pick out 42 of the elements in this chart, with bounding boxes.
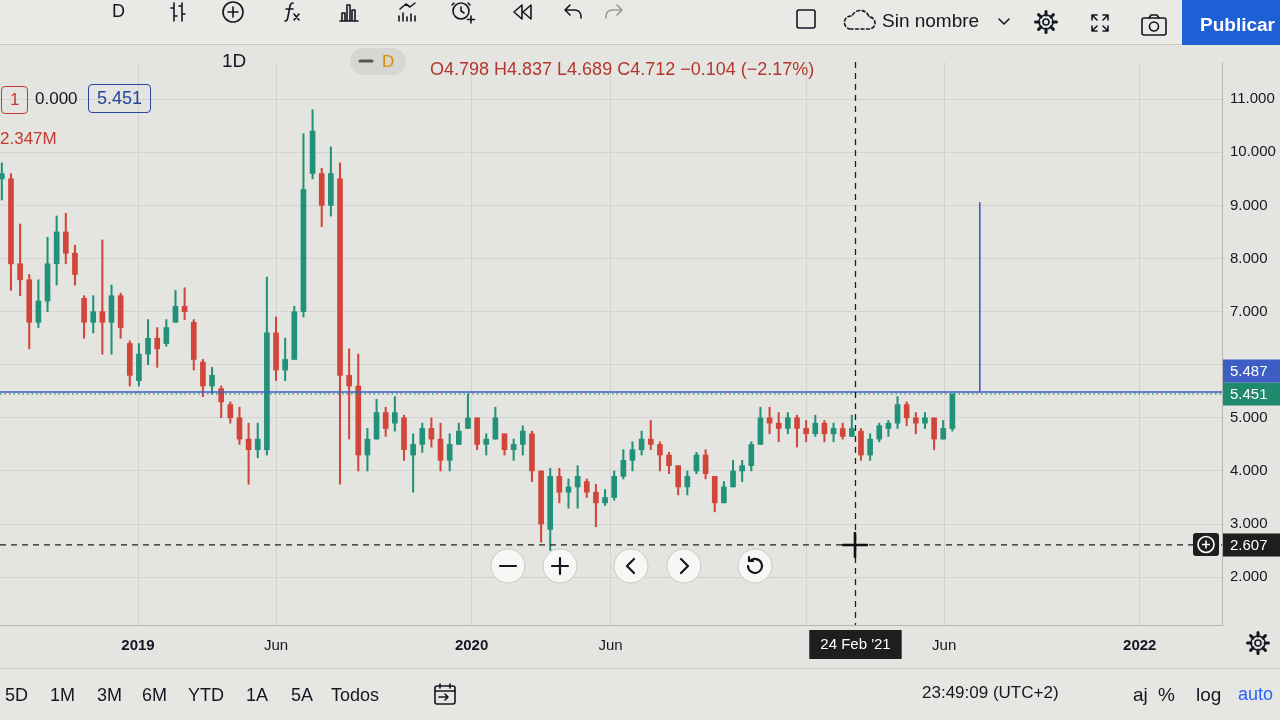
text: 5D — [5, 685, 29, 706]
text: 23:49:09 (UTC+2) — [922, 683, 1059, 703]
x-tick-label: Jun — [263, 636, 289, 654]
y-tick-label: 11.000 — [1230, 89, 1275, 107]
text: aj — [1133, 684, 1148, 706]
annotation: 1 — [1, 86, 29, 114]
ref-line-label: 24 Feb '21 — [820, 635, 891, 653]
annotation: 5.451 — [88, 84, 152, 113]
x-tick-label: 2020 — [454, 636, 489, 654]
text: YTD — [188, 685, 224, 706]
text: D — [112, 1, 125, 22]
x-tick-label: 2019 — [121, 636, 155, 654]
ref-line-label: 5.451 — [1230, 385, 1268, 403]
text: % — [1158, 684, 1175, 706]
x-tick-label: Jun — [598, 636, 623, 654]
y-tick-label: 9.000 — [1230, 195, 1268, 213]
text: 5A — [291, 685, 314, 706]
annotation: O4.798 H4.837 L4.689 C4.712 −0.104 (−2.17%) — [430, 59, 815, 80]
y-tick-label: 2.000 — [1230, 567, 1268, 585]
text: 6M — [142, 685, 168, 706]
text: Todos — [331, 685, 380, 706]
annotation: 0.000 — [35, 89, 78, 109]
y-tick-label: 3.000 — [1230, 514, 1268, 532]
text: auto — [1238, 684, 1274, 705]
x-tick-label: 2022 — [1123, 636, 1157, 654]
x-tick-label: Jun — [932, 636, 957, 654]
text: 3M — [97, 685, 123, 706]
text: Sin nombre — [882, 10, 980, 32]
annotation: 2.347M — [0, 129, 57, 149]
y-tick-label: 4.000 — [1230, 461, 1268, 479]
y-tick-label: 5.000 — [1230, 408, 1268, 425]
y-tick-label: 8.000 — [1230, 248, 1268, 266]
y-tick-label: 10.000 — [1230, 142, 1276, 160]
text: log — [1196, 684, 1222, 706]
text: Publicar — [1200, 14, 1275, 36]
annotation: 1D — [222, 50, 247, 72]
y-tick-label: 7.000 — [1230, 301, 1268, 319]
text: 1M — [50, 685, 76, 706]
ref-line-label: 2.607 — [1230, 536, 1268, 554]
ref-line-label: 5.487 — [1230, 362, 1268, 380]
annotation: D — [382, 52, 395, 72]
text: 1A — [246, 685, 269, 706]
